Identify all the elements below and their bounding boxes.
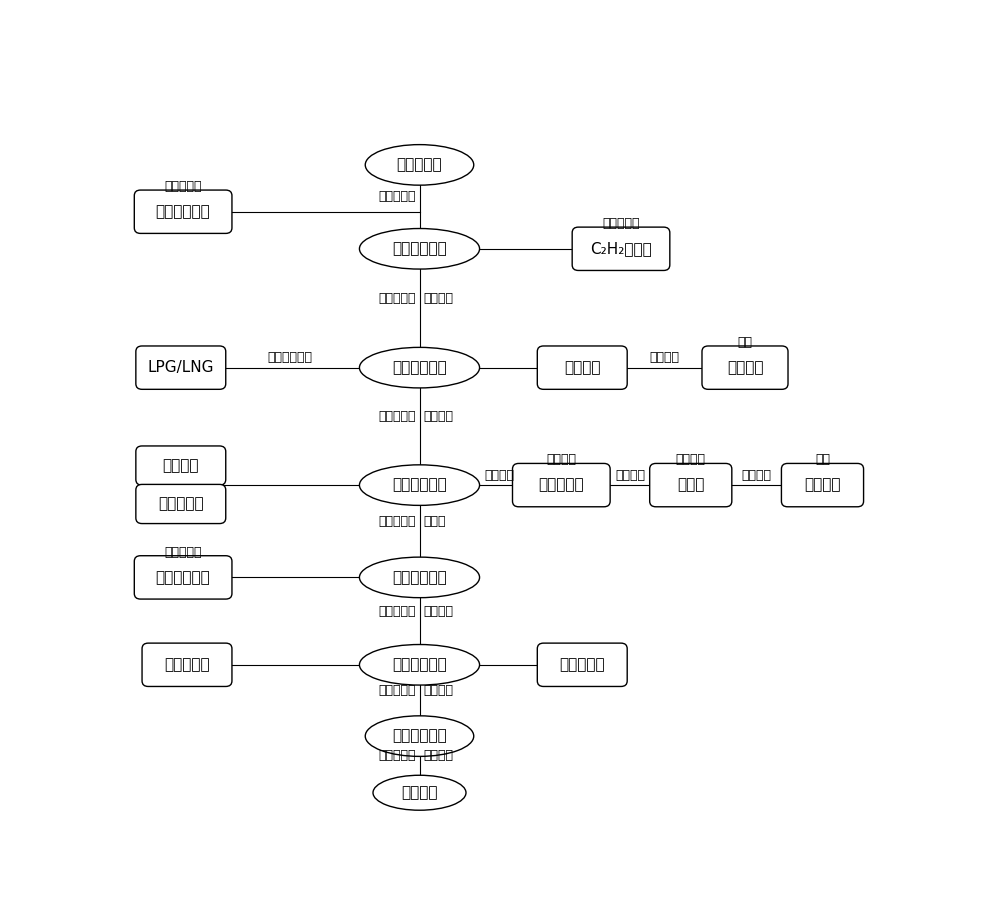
Text: 烧嘴加热筒体: 烧嘴加热筒体	[267, 351, 312, 364]
Ellipse shape	[359, 645, 480, 685]
FancyBboxPatch shape	[136, 446, 226, 485]
Text: 物料排出: 物料排出	[423, 749, 453, 763]
Text: 优良气密性: 优良气密性	[164, 180, 202, 192]
Text: 优良气密性: 优良气密性	[378, 605, 416, 617]
Text: 优良气密性: 优良气密性	[164, 546, 202, 558]
Text: LPG/LNG: LPG/LNG	[148, 360, 214, 375]
FancyBboxPatch shape	[134, 556, 232, 599]
Text: 大块料剔除: 大块料剔除	[158, 497, 204, 511]
Text: 旋转冷却: 旋转冷却	[423, 684, 453, 697]
Text: 优良气密性: 优良气密性	[378, 410, 416, 423]
Text: 旋转冷却: 旋转冷却	[423, 605, 453, 617]
Text: 自动供料机: 自动供料机	[397, 157, 442, 173]
Text: 优良气密性: 优良气密性	[378, 749, 416, 763]
FancyBboxPatch shape	[537, 643, 627, 686]
Text: 集尘机: 集尘机	[677, 478, 704, 493]
Ellipse shape	[359, 348, 480, 388]
Text: 优良气密性: 优良气密性	[602, 217, 640, 230]
FancyBboxPatch shape	[572, 227, 670, 271]
Text: 优良气密性: 优良气密性	[378, 684, 416, 697]
Text: 冷却水打入: 冷却水打入	[164, 657, 210, 672]
Text: C₂H₂气打入: C₂H₂气打入	[590, 242, 652, 256]
Ellipse shape	[365, 716, 474, 756]
Text: 旋转烧成: 旋转烧成	[423, 291, 453, 305]
FancyBboxPatch shape	[136, 346, 226, 390]
Text: 气体过滤: 气体过滤	[615, 469, 645, 481]
Text: 优良气密性: 优良气密性	[378, 291, 416, 305]
Text: 尾气处理: 尾气处理	[546, 453, 576, 466]
Ellipse shape	[373, 775, 466, 810]
Text: 排气风机: 排气风机	[564, 360, 600, 375]
Text: 旋转烧成: 旋转烧成	[423, 410, 453, 423]
Text: 物料回收: 物料回收	[401, 785, 438, 800]
FancyBboxPatch shape	[537, 346, 627, 390]
Ellipse shape	[359, 465, 480, 506]
Text: 加热部出口仓: 加热部出口仓	[392, 478, 447, 493]
Text: 粉尘收集: 粉尘收集	[676, 453, 706, 466]
Text: 优良气密性: 优良气密性	[378, 191, 416, 203]
FancyBboxPatch shape	[142, 643, 232, 686]
Text: 尾气排出: 尾气排出	[650, 351, 680, 364]
Ellipse shape	[359, 558, 480, 597]
Text: 惰性气体打入: 惰性气体打入	[156, 204, 210, 219]
Text: 尾气排放: 尾气排放	[727, 360, 763, 375]
Text: 下料管: 下料管	[423, 515, 446, 528]
Ellipse shape	[365, 144, 474, 185]
Text: 燃烧处理: 燃烧处理	[484, 469, 514, 481]
Text: 冷却部冷却室: 冷却部冷却室	[392, 657, 447, 672]
FancyBboxPatch shape	[134, 190, 232, 233]
Text: 优良气密性: 优良气密性	[378, 515, 416, 528]
FancyBboxPatch shape	[136, 484, 226, 524]
FancyBboxPatch shape	[512, 463, 610, 507]
Text: 冷却部入口仓: 冷却部入口仓	[392, 570, 447, 585]
Text: 加热部燃烧室: 加热部燃烧室	[392, 360, 447, 375]
Text: 大气: 大气	[815, 453, 830, 466]
Ellipse shape	[359, 229, 480, 269]
Text: 燃气处理炉: 燃气处理炉	[539, 478, 584, 493]
Text: 冷却水排出: 冷却水排出	[559, 657, 605, 672]
Text: 大气: 大气	[738, 336, 753, 349]
Text: 加热部入口仓: 加热部入口仓	[392, 242, 447, 256]
FancyBboxPatch shape	[702, 346, 788, 390]
Text: 尾气排出: 尾气排出	[742, 469, 772, 481]
Text: 惰性气体打入: 惰性气体打入	[156, 570, 210, 585]
Text: 焦油去除: 焦油去除	[163, 458, 199, 473]
Text: 冷却部出口仓: 冷却部出口仓	[392, 728, 447, 744]
Text: 尾气排放: 尾气排放	[804, 478, 841, 493]
FancyBboxPatch shape	[781, 463, 864, 507]
FancyBboxPatch shape	[650, 463, 732, 507]
